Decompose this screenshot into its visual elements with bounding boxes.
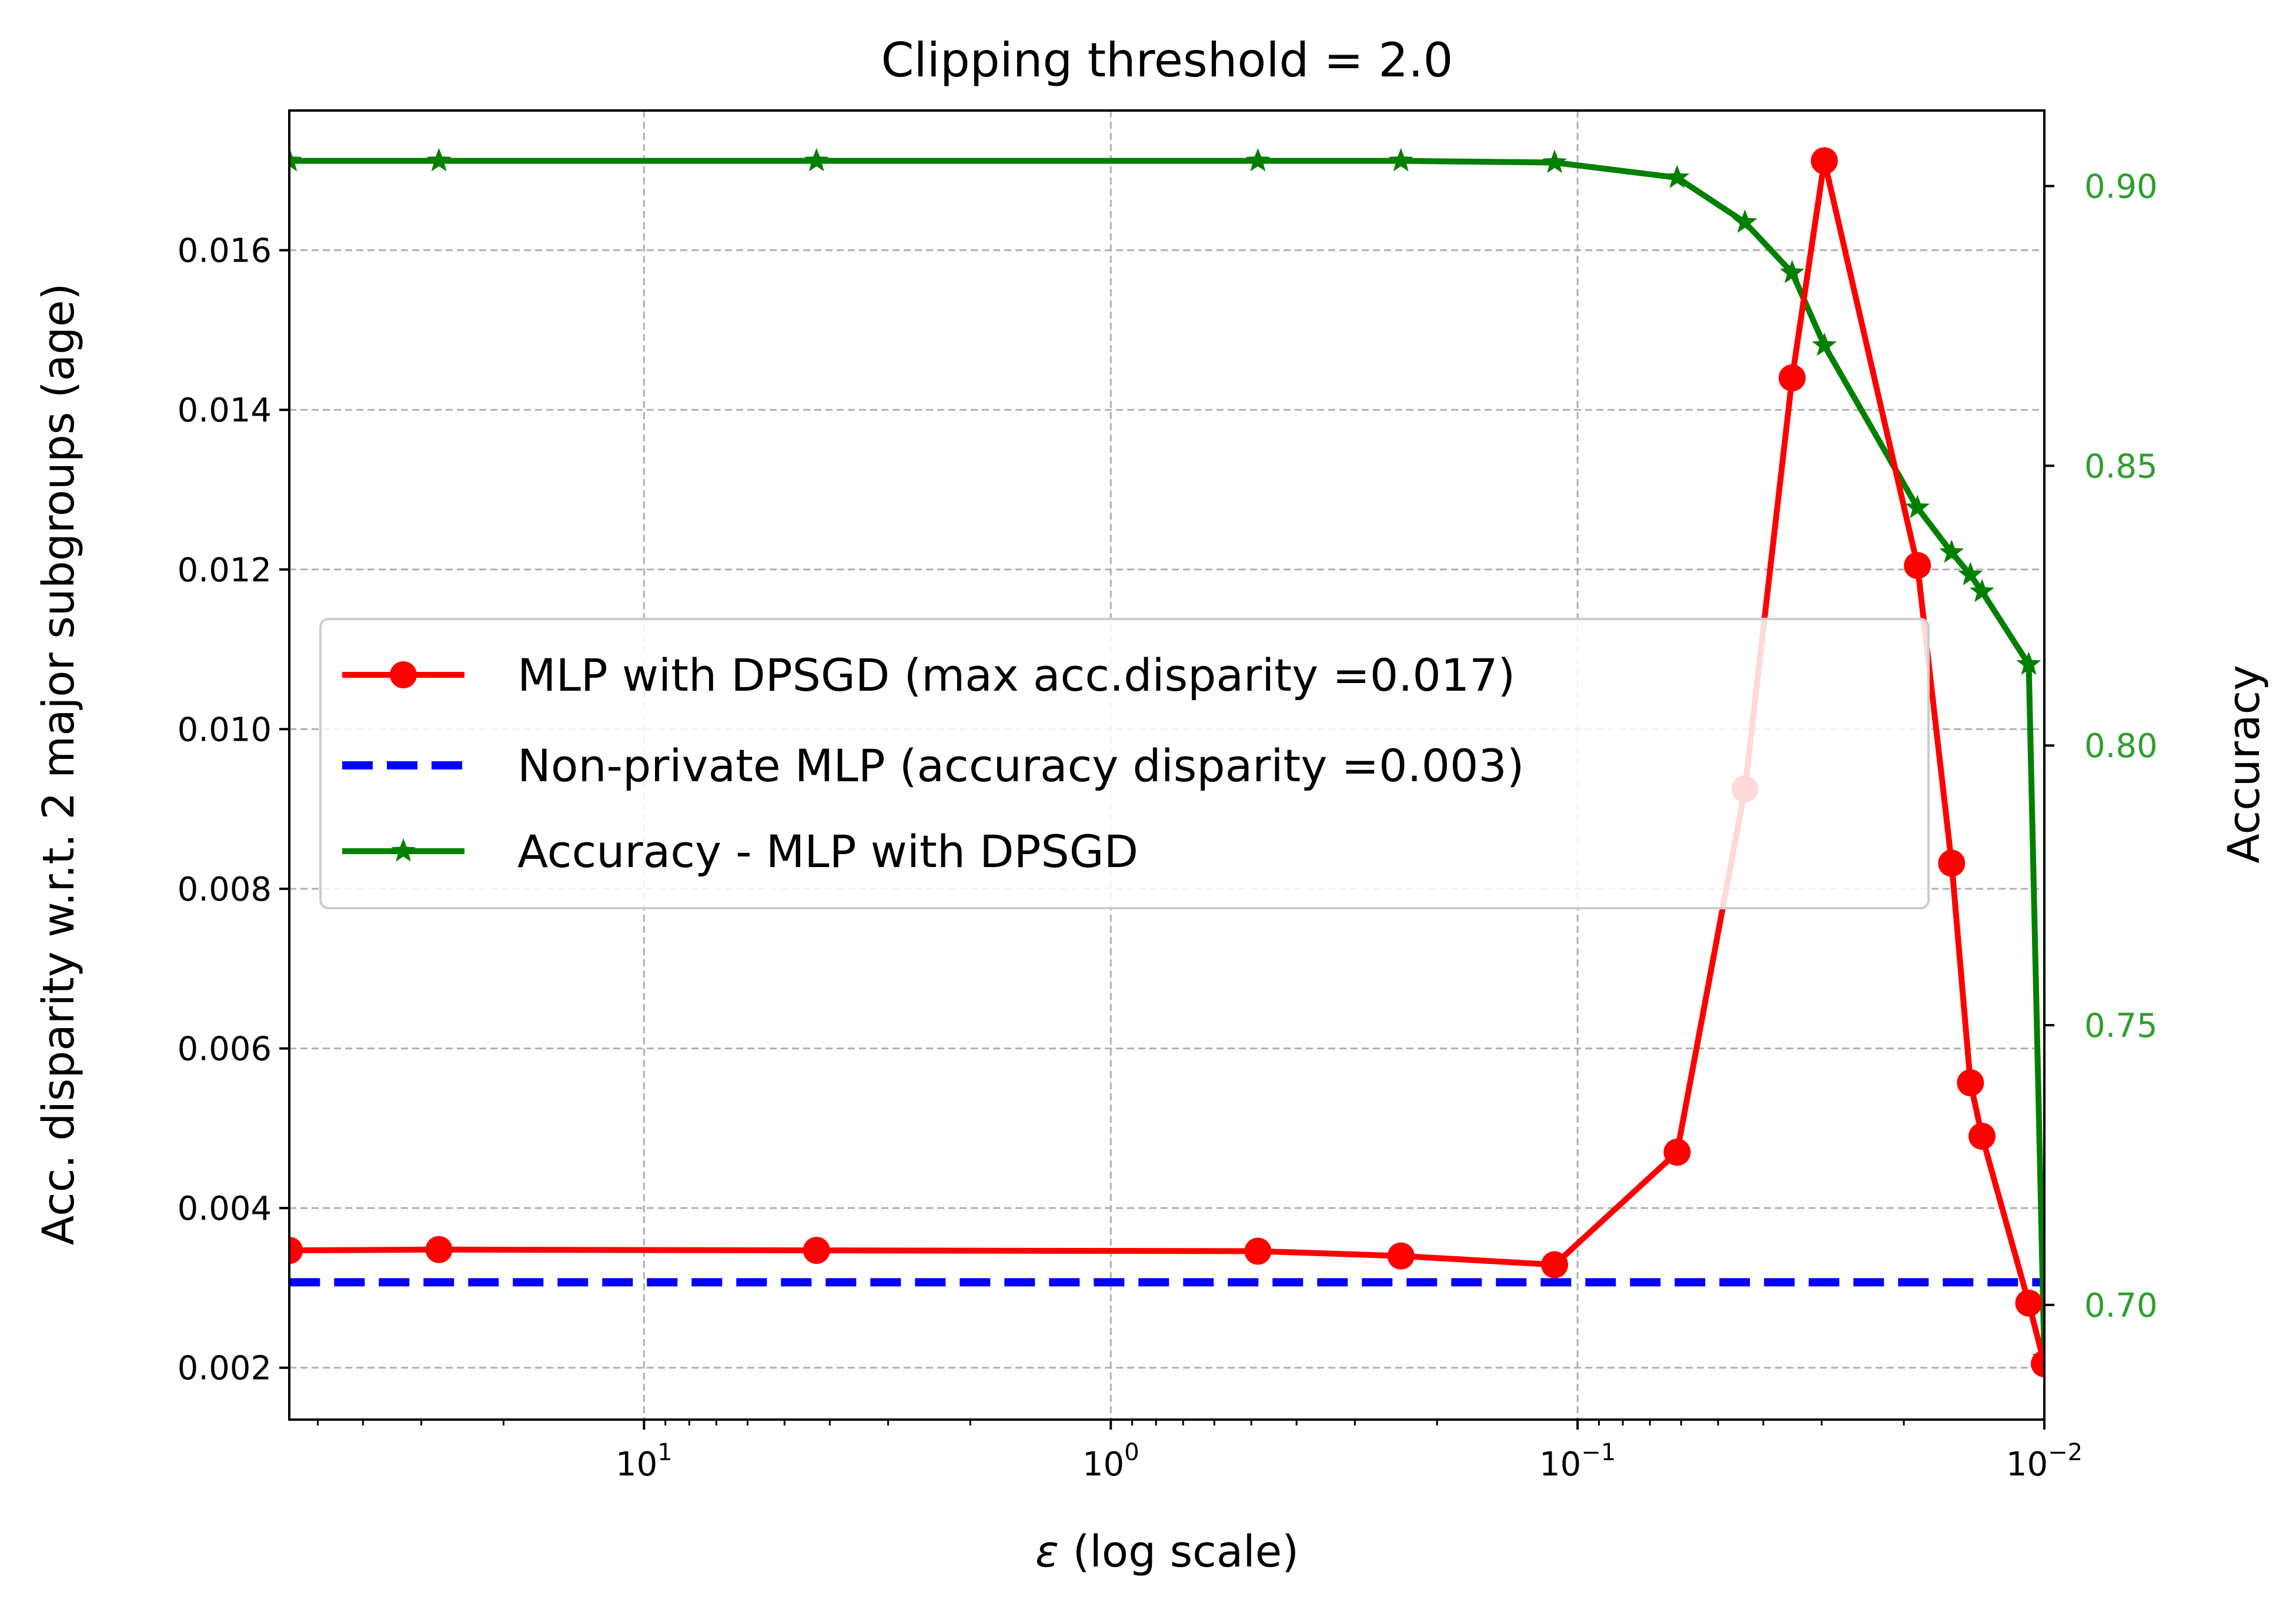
disparity-point	[2015, 1289, 2043, 1317]
legend-accuracy-label: Accuracy - MLP with DPSGD	[517, 825, 1138, 878]
x-axis-label-symbol: ε	[1035, 1527, 1059, 1577]
accuracy-point	[1732, 209, 1757, 233]
disparity-point	[1541, 1251, 1569, 1279]
disparity-series-line	[289, 158, 2044, 1365]
accuracy-point	[804, 148, 829, 172]
accuracy-point	[1245, 148, 1271, 172]
accuracy-point	[1812, 332, 1837, 356]
y-tick-label: 0.010	[178, 711, 272, 749]
disparity-point	[1663, 1139, 1691, 1166]
accuracy-point	[289, 148, 302, 172]
y2-tick-label: 0.80	[2084, 727, 2158, 765]
disparity-point	[1938, 849, 1966, 877]
disparity-point	[1957, 1069, 1984, 1096]
x-tick-label: 10−2	[2006, 1439, 2083, 1484]
accuracy-point	[1970, 578, 1994, 603]
x-axis-label: ε (log scale)	[1035, 1527, 1299, 1577]
legend-baseline-label: Non-private MLP (accuracy disparity =0.0…	[517, 739, 1524, 792]
accuracy-point	[1905, 494, 1930, 518]
accuracy-point	[1780, 260, 1804, 283]
x-axis-label-text: (log scale)	[1059, 1527, 1299, 1577]
y-tick-label: 0.014	[178, 391, 272, 430]
legend-box	[319, 618, 1930, 909]
disparity-point	[1779, 364, 1806, 391]
y-tick-label: 0.002	[178, 1350, 272, 1388]
legend-disparity-marker	[390, 661, 417, 688]
plot-content	[289, 147, 2044, 1377]
disparity-point	[1387, 1242, 1415, 1270]
legend: MLP with DPSGD (max acc.disparity =0.017…	[319, 618, 1930, 909]
y-tick-label: 0.006	[178, 1030, 272, 1069]
plot-area	[289, 147, 2044, 1377]
y-tick-label: 0.008	[178, 871, 272, 909]
y-tick-label: 0.016	[178, 232, 272, 270]
y2-tick-label: 0.70	[2084, 1287, 2158, 1325]
disparity-point	[1968, 1122, 1996, 1150]
disparity-point	[1244, 1237, 1272, 1265]
y2-tick-label: 0.75	[2084, 1007, 2158, 1045]
chart-title: Clipping threshold = 2.0	[881, 33, 1453, 88]
accuracy-point	[426, 148, 452, 172]
disparity-point	[1810, 147, 1838, 175]
disparity-point	[1904, 552, 1931, 580]
y2-tick-label: 0.85	[2084, 447, 2158, 486]
y-axis-label: Acc. disparity w.r.t. 2 major subgroups …	[34, 283, 84, 1246]
disparity-point	[425, 1236, 453, 1263]
x-tick-label: 10−1	[1539, 1439, 1616, 1484]
accuracy-point	[1958, 561, 1983, 585]
y2-tick-label: 0.90	[2084, 168, 2158, 206]
disparity-point	[289, 1237, 303, 1264]
axes: 0.002 0.004 0.006 0.008 0.010 0.012 0.014 0.016…	[178, 168, 2158, 1484]
legend-accuracy-marker	[391, 838, 416, 862]
y2-axis-label: Accuracy	[2219, 665, 2270, 864]
accuracy-point	[1542, 149, 1567, 173]
accuracy-point	[1665, 165, 1690, 188]
x-tick-label: 101	[616, 1439, 673, 1484]
y-tick-label: 0.012	[178, 551, 272, 590]
x-tick-label: 100	[1082, 1439, 1139, 1484]
accuracy-point	[2016, 651, 2041, 675]
disparity-point	[2031, 1350, 2044, 1377]
axes-frame	[288, 109, 2046, 1421]
legend-disparity-label: MLP with DPSGD (max acc.disparity =0.017…	[517, 649, 1515, 701]
disparity-point	[803, 1237, 830, 1264]
accuracy-point	[1939, 539, 1964, 563]
y-tick-label: 0.004	[178, 1190, 272, 1228]
accuracy-point	[1388, 148, 1413, 172]
